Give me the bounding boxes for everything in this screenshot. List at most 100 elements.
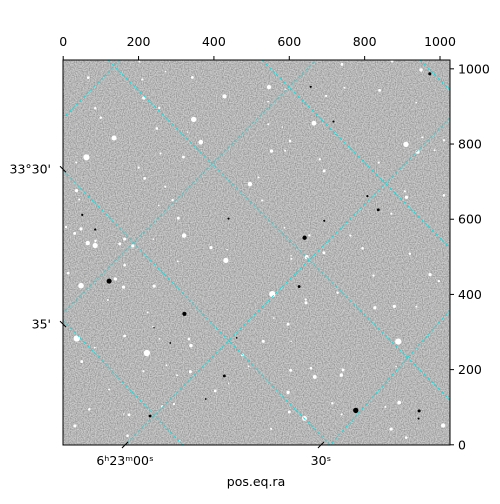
star (153, 327, 155, 329)
star (159, 152, 162, 155)
star (269, 427, 273, 430)
star (297, 285, 301, 289)
dec-tick-label: 35' (32, 317, 51, 332)
star (189, 343, 193, 348)
star (269, 149, 274, 153)
y-tick-label: 600 (458, 212, 482, 227)
star (373, 306, 377, 310)
y-tick-label: 400 (458, 287, 482, 302)
grid-line (63, 319, 184, 445)
star (267, 100, 270, 103)
star (152, 325, 154, 328)
star (227, 383, 230, 385)
star (403, 190, 406, 193)
star (94, 239, 97, 243)
star (164, 185, 167, 188)
dec-tick (59, 165, 67, 173)
stars (64, 60, 446, 442)
star (377, 161, 380, 164)
star (442, 139, 446, 142)
star (302, 235, 307, 240)
star (155, 127, 159, 130)
star (108, 388, 111, 391)
star (123, 334, 127, 338)
star (172, 402, 176, 406)
star (288, 139, 292, 143)
star (64, 225, 68, 229)
star (309, 85, 312, 88)
star (286, 322, 290, 326)
star (121, 285, 126, 289)
star (349, 234, 352, 237)
star (304, 301, 308, 305)
star (99, 116, 103, 119)
star (323, 219, 326, 222)
grid-line (261, 60, 450, 249)
star (304, 298, 307, 301)
star (428, 273, 432, 277)
star (190, 116, 197, 123)
coordinate-grid (63, 60, 450, 445)
star (143, 349, 151, 357)
star (123, 413, 125, 415)
star (266, 84, 272, 90)
star (287, 410, 291, 414)
star (142, 370, 145, 373)
star (311, 120, 317, 126)
x-tick-label: 0 (59, 34, 67, 49)
star (123, 263, 126, 267)
star (395, 365, 397, 368)
star (392, 304, 396, 309)
star (272, 317, 275, 319)
star (73, 335, 80, 342)
ra-tick-label: 30ˢ (311, 453, 332, 468)
star (261, 339, 265, 343)
star (198, 139, 204, 145)
star (158, 106, 161, 110)
x-tick-label: 400 (202, 34, 226, 49)
star (366, 195, 369, 198)
ra-tick (317, 441, 325, 449)
star (223, 257, 229, 264)
star (123, 237, 127, 241)
star (332, 120, 335, 123)
star (85, 240, 90, 246)
star (395, 338, 402, 345)
star (80, 360, 84, 363)
star (157, 204, 160, 207)
star (440, 423, 446, 428)
star (308, 234, 311, 237)
star (188, 370, 192, 374)
star (86, 76, 90, 80)
star (187, 131, 189, 133)
star (190, 75, 194, 79)
star (290, 340, 292, 343)
star (113, 277, 118, 281)
dec-tick-label: 33°30' (10, 162, 52, 177)
star (289, 368, 293, 372)
star (324, 94, 328, 98)
star (127, 413, 131, 417)
grid-line (63, 60, 317, 314)
star (408, 252, 412, 255)
star (284, 149, 287, 152)
star (78, 282, 84, 289)
star (66, 271, 70, 275)
star (92, 242, 98, 249)
star (378, 88, 382, 92)
star (93, 346, 96, 349)
star (176, 374, 179, 377)
star (79, 227, 83, 231)
star (126, 434, 129, 438)
star (403, 141, 409, 147)
star (73, 231, 77, 235)
star (94, 107, 97, 110)
star (152, 284, 156, 288)
star (227, 217, 230, 220)
star (73, 424, 77, 428)
star (336, 291, 339, 294)
grid-line (63, 169, 331, 445)
star (181, 155, 185, 159)
star (176, 260, 179, 263)
